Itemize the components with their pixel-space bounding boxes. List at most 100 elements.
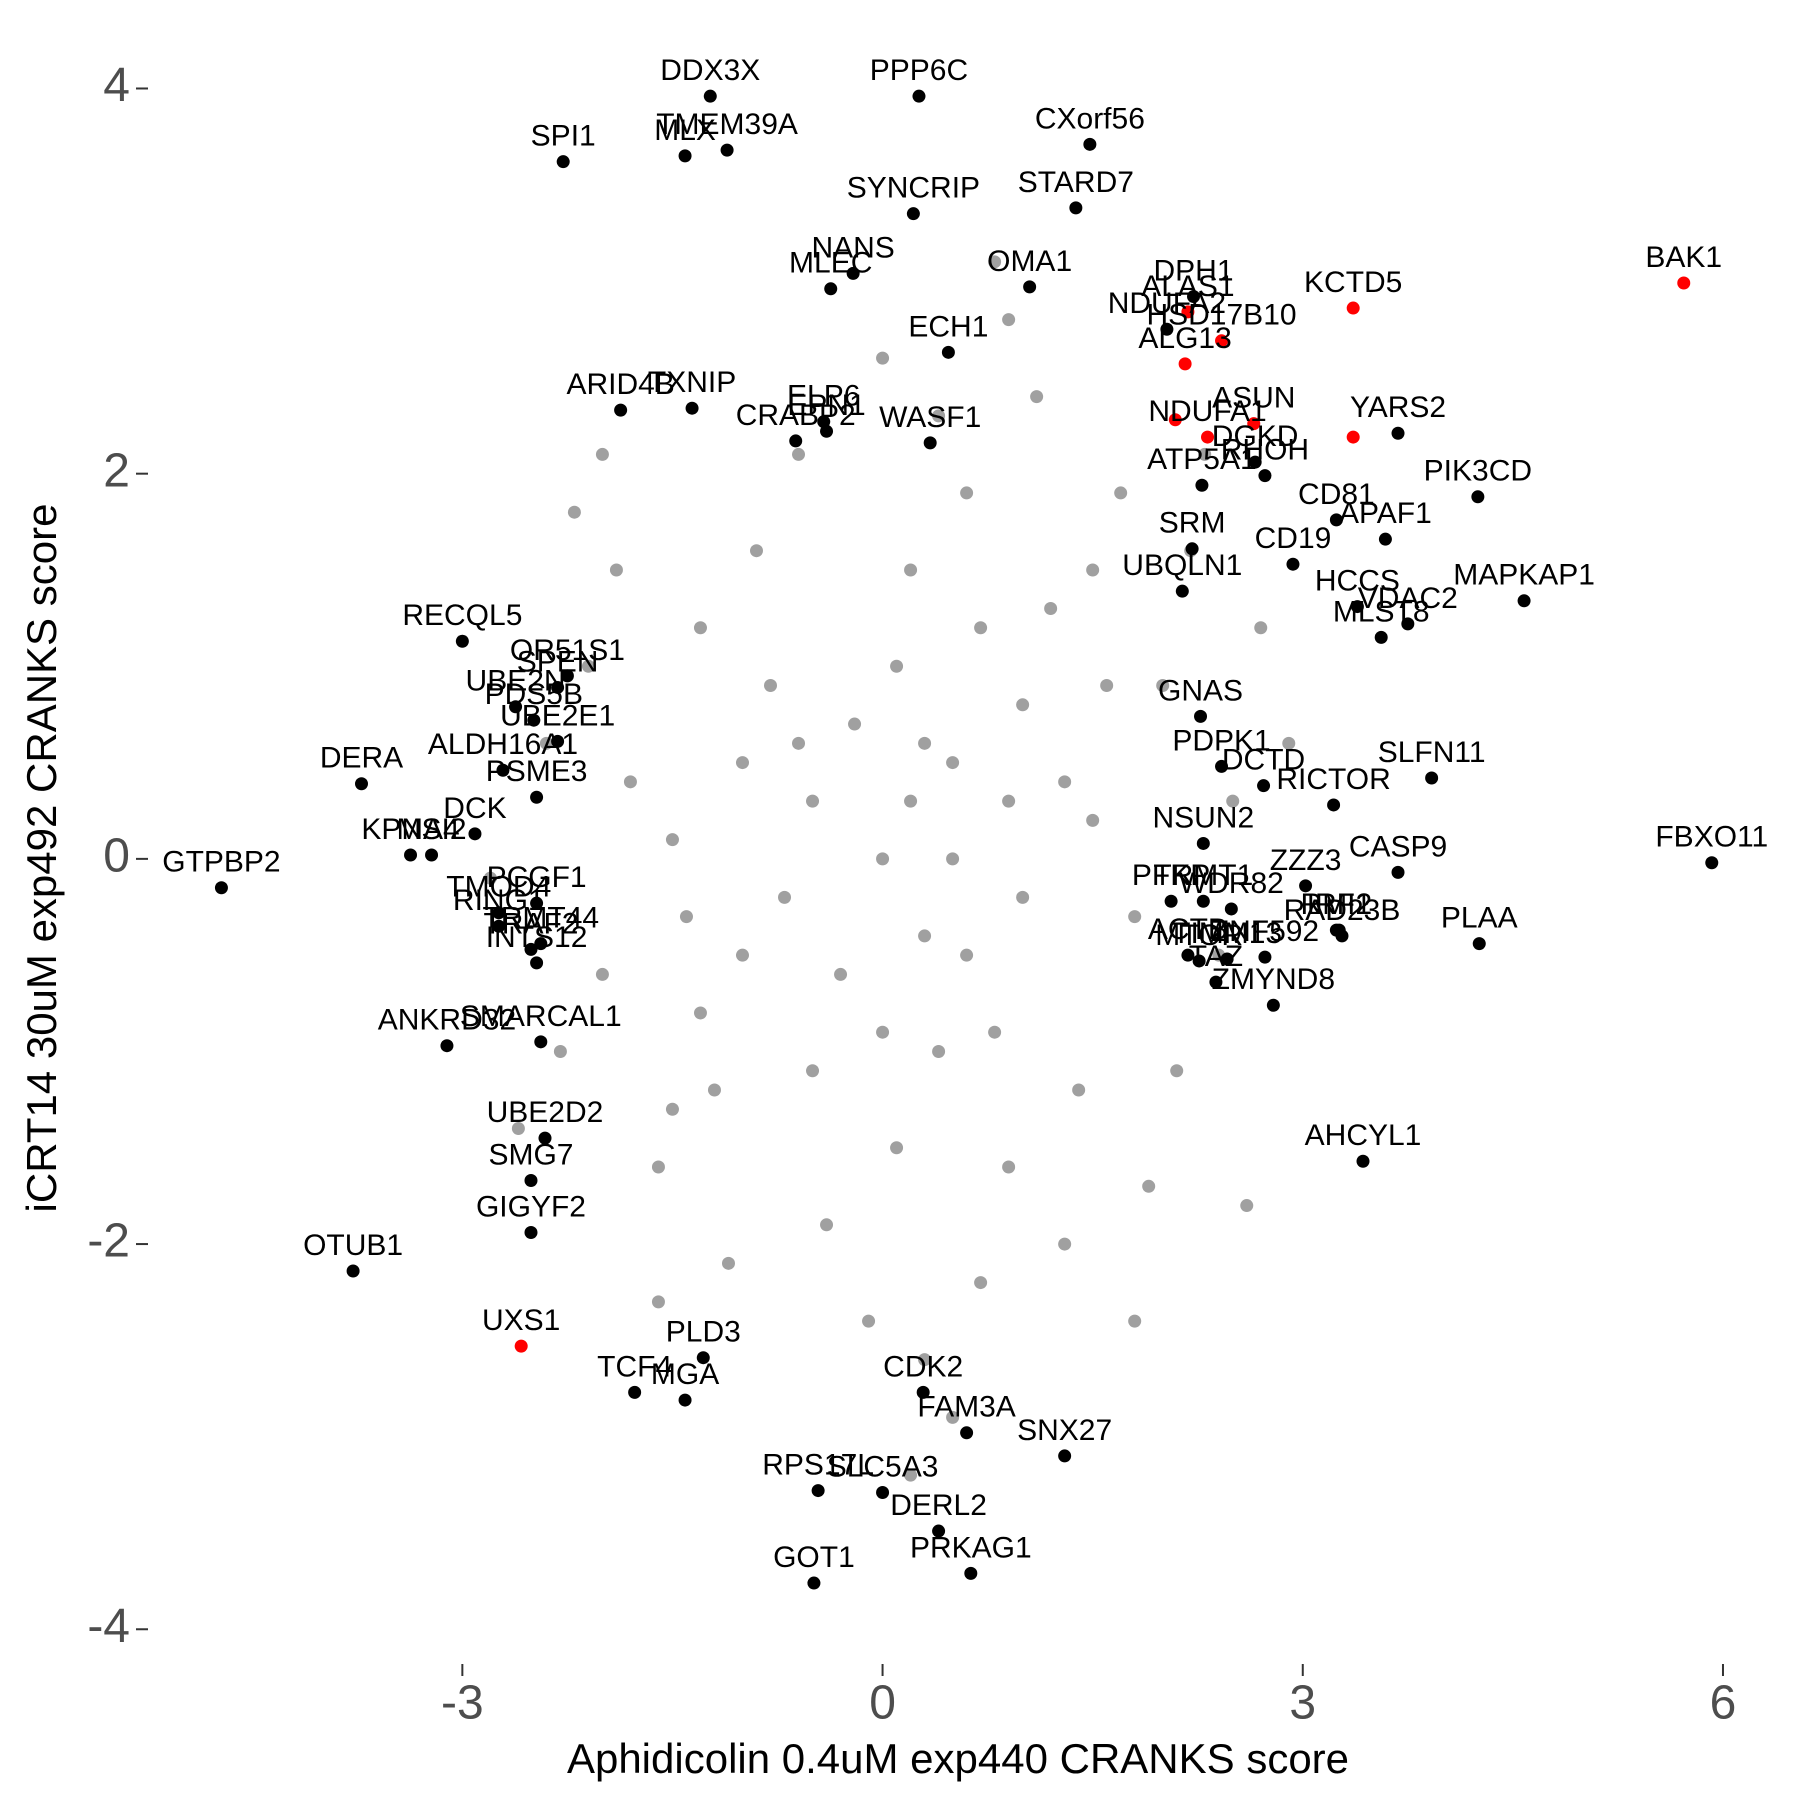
point bbox=[720, 143, 734, 157]
point-label: ZNF592 bbox=[1211, 915, 1319, 948]
point bbox=[553, 1044, 567, 1058]
point bbox=[806, 794, 820, 808]
point-label: RING1 bbox=[453, 884, 545, 917]
point-label: YARS2 bbox=[1350, 391, 1446, 424]
point-label: SYNCRIP bbox=[847, 172, 980, 205]
point bbox=[824, 282, 838, 296]
point bbox=[530, 790, 544, 804]
point bbox=[524, 1226, 538, 1240]
point-label: UBE2D2 bbox=[487, 1096, 604, 1129]
point bbox=[1258, 469, 1272, 483]
point bbox=[1086, 563, 1100, 577]
point-label: ANKRD32 bbox=[378, 1004, 516, 1037]
point-label: RPS17L bbox=[762, 1449, 874, 1482]
point-label: TRMT1 bbox=[1153, 859, 1253, 892]
point bbox=[346, 1264, 360, 1278]
point bbox=[974, 621, 988, 635]
point bbox=[693, 1006, 707, 1020]
point bbox=[538, 1131, 552, 1145]
point bbox=[916, 1385, 930, 1399]
point-label: OMA1 bbox=[987, 245, 1072, 278]
point bbox=[1258, 950, 1272, 964]
point bbox=[665, 833, 679, 847]
point bbox=[820, 424, 834, 438]
point bbox=[530, 956, 544, 970]
point-label: GOT1 bbox=[773, 1541, 855, 1574]
x-tick-label: 6 bbox=[1710, 1677, 1737, 1730]
point-label: MAPKAP1 bbox=[1453, 559, 1595, 592]
point-label: UBQLN1 bbox=[1122, 549, 1242, 582]
point bbox=[1209, 975, 1223, 989]
point-label: ALG13 bbox=[1138, 322, 1231, 355]
point bbox=[890, 659, 904, 673]
point bbox=[492, 919, 506, 933]
point-label: TRAF2 bbox=[483, 907, 578, 940]
point-label: PSME3 bbox=[486, 755, 588, 788]
point bbox=[1356, 1154, 1370, 1168]
point bbox=[1517, 594, 1531, 608]
point bbox=[1030, 390, 1044, 404]
point bbox=[1160, 322, 1174, 336]
point bbox=[1196, 836, 1210, 850]
point bbox=[1346, 301, 1360, 315]
point-label: CXorf56 bbox=[1035, 102, 1145, 135]
point bbox=[1335, 929, 1349, 943]
point bbox=[567, 505, 581, 519]
point bbox=[539, 736, 553, 750]
point-label: TRMT44 bbox=[482, 902, 599, 935]
point bbox=[1058, 1449, 1072, 1463]
point-label: DPH1 bbox=[1154, 254, 1234, 287]
point bbox=[1002, 1160, 1016, 1174]
point-label: HCCS bbox=[1315, 564, 1400, 597]
point-label: SPI1 bbox=[531, 120, 596, 153]
point bbox=[527, 713, 541, 727]
point bbox=[1175, 584, 1189, 598]
point bbox=[496, 763, 510, 777]
point-label: PLAA bbox=[1441, 902, 1518, 935]
y-tick-label: 0 bbox=[103, 830, 130, 883]
x-tick-label: 0 bbox=[869, 1677, 896, 1730]
point bbox=[581, 659, 595, 673]
point-label: RHOH bbox=[1221, 434, 1309, 467]
point bbox=[595, 447, 609, 461]
x-tick-label: 3 bbox=[1289, 1677, 1316, 1730]
point bbox=[468, 827, 482, 841]
point bbox=[1257, 779, 1271, 793]
point bbox=[696, 1351, 710, 1365]
point-label: PPP6C bbox=[870, 54, 968, 87]
point bbox=[1114, 486, 1128, 500]
point-label: NANS bbox=[811, 231, 894, 264]
point bbox=[1058, 775, 1072, 789]
point bbox=[1471, 490, 1485, 504]
point-label: PLD3 bbox=[666, 1316, 741, 1349]
point bbox=[848, 717, 862, 731]
point-label: STARD7 bbox=[1018, 166, 1134, 199]
point bbox=[1220, 952, 1234, 966]
point bbox=[1254, 621, 1268, 635]
point bbox=[946, 852, 960, 866]
point-label: GTPBP2 bbox=[162, 846, 280, 879]
point bbox=[551, 680, 565, 694]
point-label: TAZ bbox=[1189, 940, 1243, 973]
point bbox=[614, 403, 628, 417]
point bbox=[1192, 954, 1206, 968]
point-label: CD19 bbox=[1255, 522, 1332, 555]
point bbox=[560, 669, 574, 683]
point bbox=[524, 942, 538, 956]
point-label: MTOR bbox=[1155, 919, 1243, 952]
point-label: RMI2 bbox=[1301, 888, 1373, 921]
point bbox=[1069, 201, 1083, 215]
point-label: OTUB1 bbox=[303, 1229, 403, 1262]
point bbox=[1247, 417, 1261, 431]
point-label: PDPK1 bbox=[1172, 724, 1270, 757]
point bbox=[735, 948, 749, 962]
point-label: AHCYL1 bbox=[1305, 1119, 1422, 1152]
point bbox=[735, 756, 749, 770]
point-label: PCGF1 bbox=[487, 861, 587, 894]
point-label: ELP6 bbox=[787, 380, 860, 413]
point bbox=[1016, 890, 1030, 904]
point bbox=[1164, 894, 1178, 908]
point bbox=[524, 1174, 538, 1188]
point-label: HSD17B10 bbox=[1146, 299, 1296, 332]
point-label: CRABP2 bbox=[736, 399, 856, 432]
